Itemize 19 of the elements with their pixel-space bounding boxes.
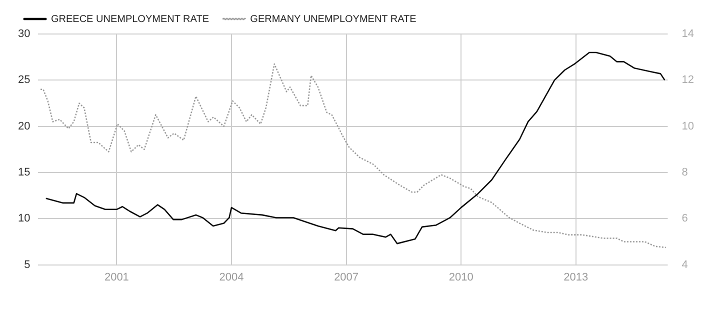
- y2-tick-label: 6: [682, 212, 688, 225]
- y2-tick-label: 14: [682, 28, 694, 40]
- y-tick-label: 10: [18, 212, 30, 225]
- x-tick-label: 2010: [448, 271, 474, 284]
- y2-tick-label: 10: [682, 120, 694, 132]
- x-tick-label: 2004: [219, 271, 244, 284]
- x-tick-label: 2007: [334, 271, 359, 284]
- y2-tick-label: 12: [682, 74, 694, 86]
- y-tick-label: 15: [18, 166, 30, 179]
- y-tick-label: 20: [18, 120, 30, 132]
- x-tick-label: 2013: [564, 271, 588, 284]
- y2-tick-label: 8: [682, 166, 688, 179]
- x-tick-label: 2001: [104, 271, 129, 284]
- y-tick-label: 5: [24, 258, 30, 271]
- legend-label: GERMANY UNEMPLOYMENT RATE: [250, 14, 417, 25]
- y-tick-label: 30: [18, 28, 30, 40]
- legend-label: GREECE UNEMPLOYMENT RATE: [51, 14, 210, 25]
- y-tick-label: 25: [18, 74, 30, 86]
- y2-tick-label: 4: [682, 258, 688, 271]
